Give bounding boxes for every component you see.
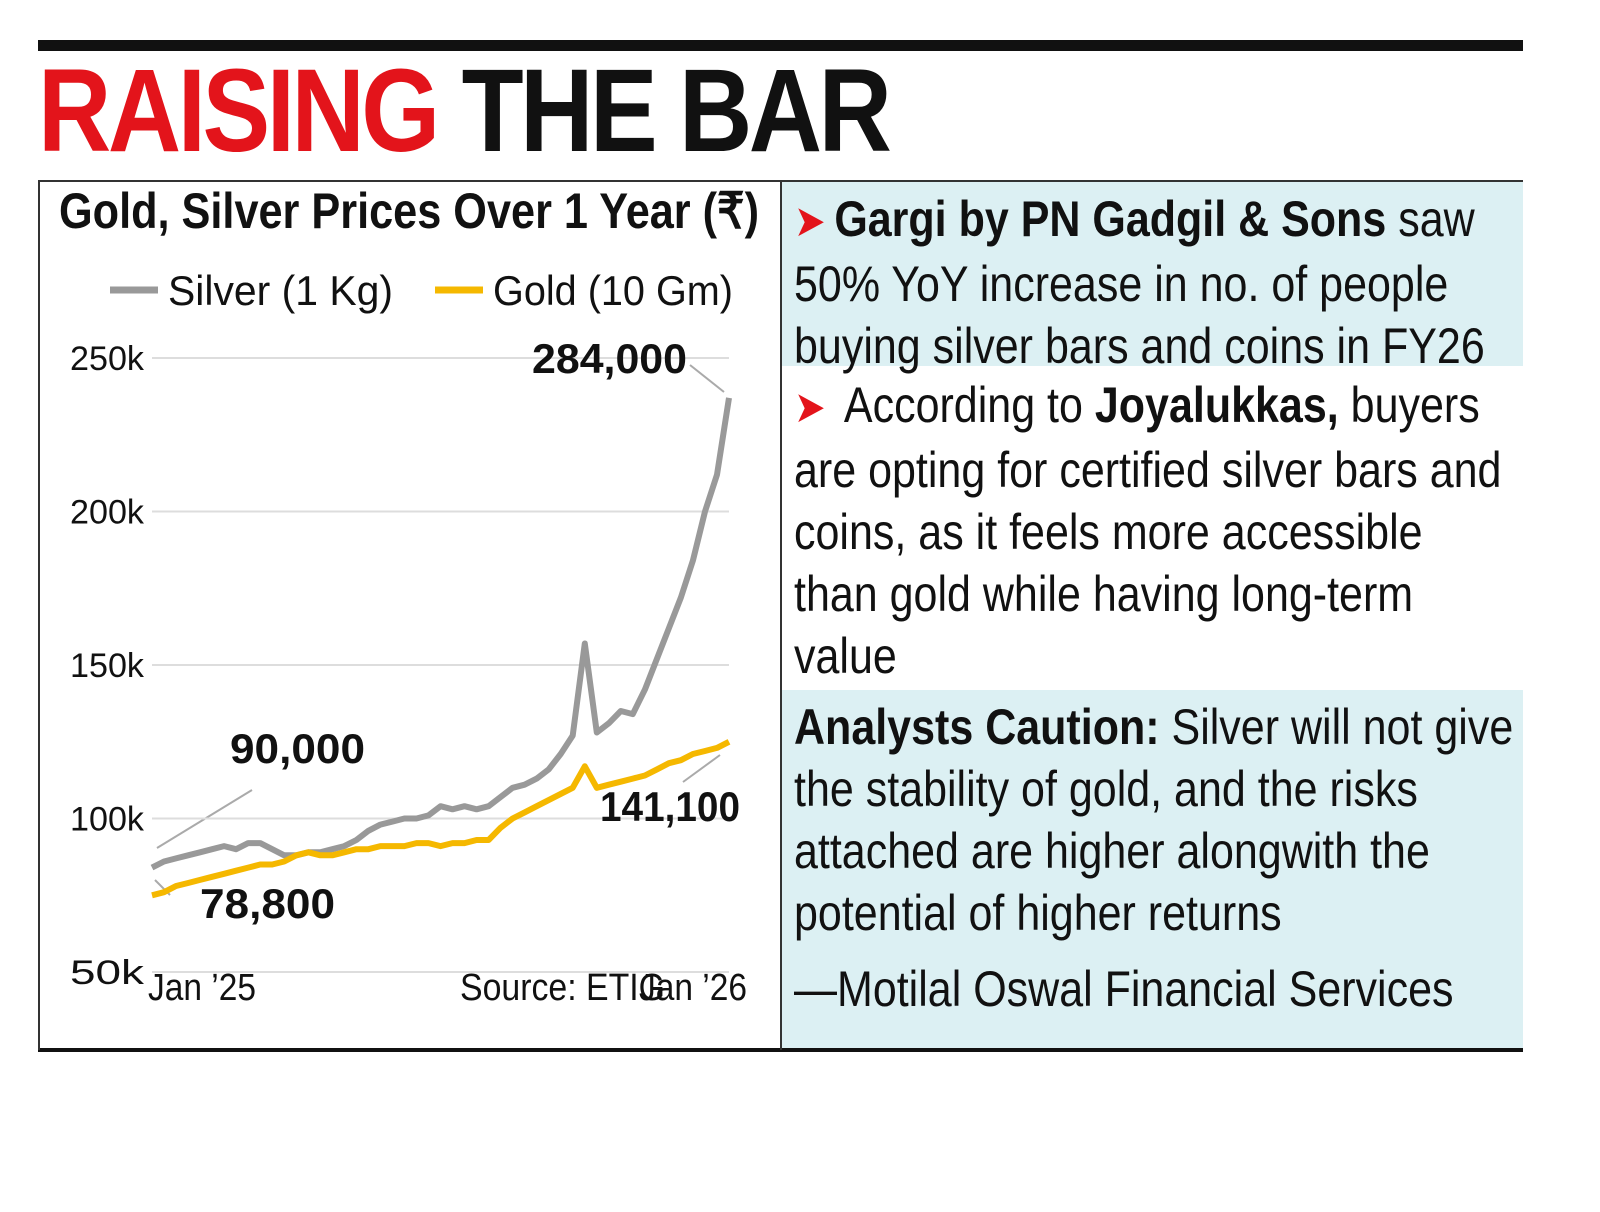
headline-red: RAISING [38,45,440,177]
y-tick-label: 250k [70,340,145,378]
panel: Analysts Caution: Silver will not give t… [782,690,1523,1048]
annotation: 284,000 [532,335,687,382]
chart-title: Gold, Silver Prices Over 1 Year (₹) [59,183,759,239]
legend-label: Gold (10 Gm) [493,267,733,314]
leader-line [682,754,721,783]
panel: ➤ Gargi by PN Gadgil & Sons saw 50% YoY i… [782,182,1523,374]
x-tick-label: Jan ’25 [148,967,256,1009]
panel-text: According to [843,377,1083,433]
panel-bold: Gargi by PN Gadgil & Sons [834,191,1387,247]
source: Source: ETIG [460,967,665,1009]
leader-line [689,364,725,393]
y-tick-label: 200k [70,494,145,532]
y-tick-label: 50k [70,954,145,992]
headline: RAISING THE BAR [38,49,892,174]
legend-label: Silver (1 Kg) [168,267,393,314]
chart: Gold, Silver Prices Over 1 Year (₹) Silv… [38,180,782,1050]
panel-bold: Joyalukkas, [1094,377,1339,433]
panel-text: Silver will not give the stability of go… [794,699,1514,941]
series-line [151,739,731,899]
y-tick-label: 150k [70,647,145,685]
series-line [150,397,732,871]
x-tick-label: Jan ’26 [639,967,747,1009]
panel-bold: Analysts Caution: [794,699,1160,755]
panel-text: saw 50% YoY increase in no. of people bu… [794,191,1485,374]
panel: ➤ According to Joyalukkas, buyers are op… [794,377,1502,684]
panel-text: buyers are opting for certified silver b… [794,377,1502,684]
top-rule [38,40,1523,51]
headline-black: THE BAR [461,45,892,177]
annotation: 78,800 [200,880,335,927]
annotation: 90,000 [230,725,365,772]
attribution: —Motilal Oswal Financial Services [794,961,1454,1017]
y-tick-label: 100k [70,801,145,839]
annotation: 141,100 [600,783,740,830]
